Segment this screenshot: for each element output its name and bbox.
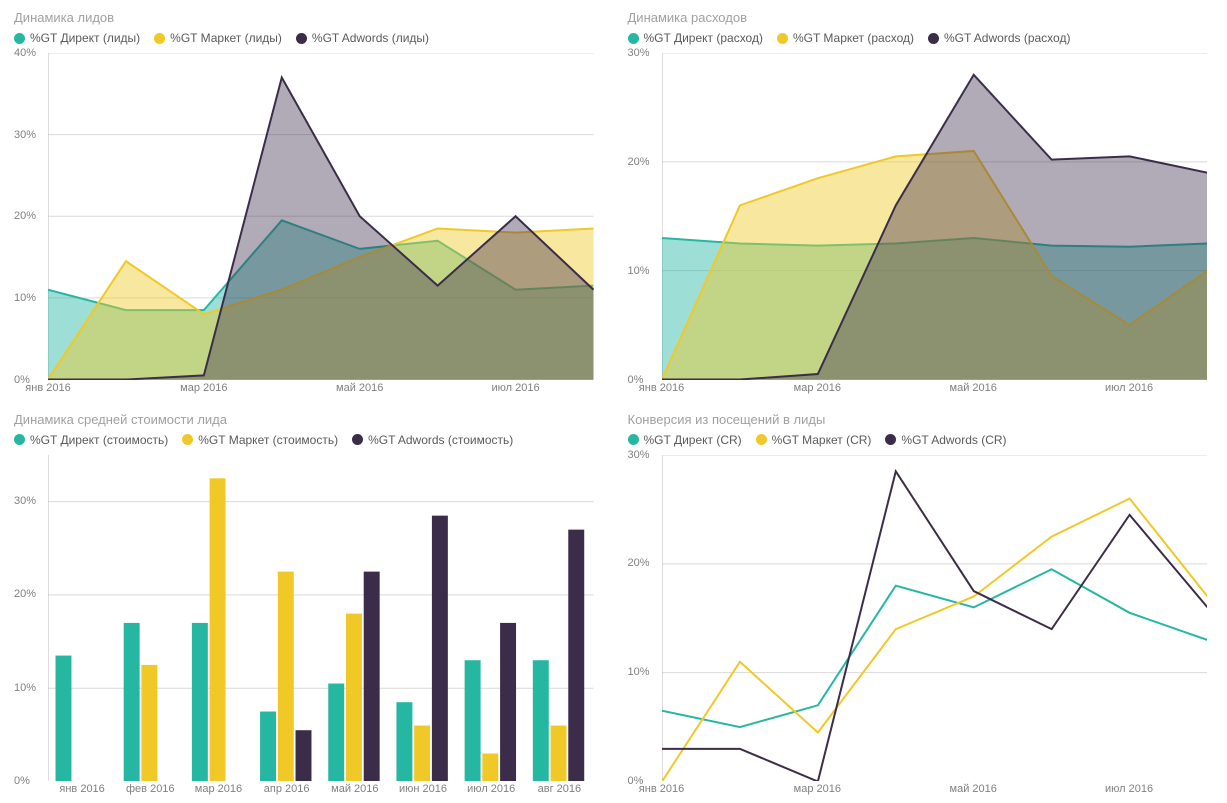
panel-spend: Динамика расходов%GT Директ (расход)%GT … xyxy=(614,0,1227,402)
y-tick-label: 20% xyxy=(628,557,650,569)
y-tick-label: 30% xyxy=(628,449,650,461)
y-axis: 0%10%20%30%40% xyxy=(14,53,48,380)
legend-label: %GT Adwords (лиды) xyxy=(312,31,429,45)
dashboard-grid: Динамика лидов %GT Директ (лиды) %GT Марке… xyxy=(0,0,1227,803)
x-tick-label: май 2016 xyxy=(950,382,997,394)
legend-item[interactable]: %GT Директ (расход) xyxy=(628,31,763,45)
legend-item[interactable]: %GT Директ (CR) xyxy=(628,433,742,447)
panel-leads: Динамика лидов %GT Директ (лиды) %GT Марке… xyxy=(0,0,614,402)
y-axis: 0%10%20%30% xyxy=(628,53,662,380)
plot xyxy=(48,53,594,380)
x-tick-label: мар 2016 xyxy=(794,783,841,795)
x-axis: янв 2016мар 2016май 2016июл 2016 xyxy=(662,380,1208,402)
y-tick-label: 20% xyxy=(14,210,36,222)
chart-legend: %GT Директ (стоимость) %GT Маркет (стоимо… xyxy=(14,433,600,447)
legend-item[interactable]: %GT Adwords (CR) xyxy=(885,433,1006,447)
chart-area: 0%10%20%30%40%янв 2016мар 2016май 2016ию… xyxy=(14,53,600,402)
legend-label: %GT Директ (стоимость) xyxy=(30,433,168,447)
legend-item[interactable]: %GT Adwords (лиды) xyxy=(296,31,429,45)
legend-swatch xyxy=(628,33,639,44)
y-tick-label: 10% xyxy=(628,265,650,277)
x-axis: янв 2016мар 2016май 2016июл 2016 xyxy=(662,781,1208,803)
legend-item[interactable]: %GT Директ (стоимость) xyxy=(14,433,168,447)
plot xyxy=(662,455,1208,782)
y-tick-label: 20% xyxy=(14,588,36,600)
chart-title: Динамика расходов xyxy=(628,10,1214,25)
legend-label: %GT Adwords (стоимость) xyxy=(368,433,513,447)
legend-swatch xyxy=(296,33,307,44)
chart-area: 0%10%20%30%янв 2016мар 2016май 2016июл 2… xyxy=(628,455,1214,803)
legend-swatch xyxy=(885,434,896,445)
legend-label: %GT Директ (CR) xyxy=(644,433,742,447)
x-tick-label: мар 2016 xyxy=(794,382,841,394)
y-tick-label: 10% xyxy=(628,666,650,678)
x-tick-label: мар 2016 xyxy=(180,382,227,394)
legend-item[interactable]: %GT Adwords (стоимость) xyxy=(352,433,513,447)
legend-label: %GT Adwords (расход) xyxy=(944,31,1070,45)
legend-label: %GT Директ (расход) xyxy=(644,31,763,45)
x-axis: янв 2016мар 2016май 2016июл 2016 xyxy=(48,380,594,402)
y-axis: 0%10%20%30% xyxy=(14,455,48,782)
x-tick-label: июн 2016 xyxy=(399,783,447,795)
legend-item[interactable]: %GT Директ (лиды) xyxy=(14,31,140,45)
panel-cr: Конверсия из посещений в лиды %GT Директ … xyxy=(614,402,1227,803)
legend-label: %GT Adwords (CR) xyxy=(901,433,1006,447)
x-tick-label: май 2016 xyxy=(950,783,997,795)
chart-legend: %GT Директ (CR) %GT Маркет (CR) %GT Adword… xyxy=(628,433,1214,447)
chart-legend: %GT Директ (расход) %GT Маркет (расход) %G… xyxy=(628,31,1214,45)
panel-cost: Динамика средней стоимости лида %GT Дирек… xyxy=(0,402,614,803)
x-tick-label: июл 2016 xyxy=(1105,382,1153,394)
x-tick-label: янв 2016 xyxy=(59,783,104,795)
y-tick-label: 10% xyxy=(14,292,36,304)
x-tick-label: июл 2016 xyxy=(1105,783,1153,795)
y-axis: 0%10%20%30% xyxy=(628,455,662,782)
legend-label: %GT Маркет (стоимость) xyxy=(198,433,338,447)
y-tick-label: 20% xyxy=(628,156,650,168)
legend-swatch xyxy=(628,434,639,445)
legend-label: %GT Маркет (лиды) xyxy=(170,31,282,45)
legend-swatch xyxy=(14,33,25,44)
x-tick-label: июл 2016 xyxy=(492,382,540,394)
y-tick-label: 40% xyxy=(14,47,36,59)
legend-swatch xyxy=(777,33,788,44)
x-tick-label: май 2016 xyxy=(336,382,383,394)
x-tick-label: авг 2016 xyxy=(538,783,582,795)
x-tick-label: янв 2016 xyxy=(25,382,70,394)
legend-item[interactable]: %GT Маркет (стоимость) xyxy=(182,433,338,447)
x-tick-label: апр 2016 xyxy=(264,783,310,795)
legend-label: %GT Директ (лиды) xyxy=(30,31,140,45)
plot xyxy=(48,455,594,782)
chart-title: Динамика лидов xyxy=(14,10,600,25)
legend-swatch xyxy=(14,434,25,445)
y-tick-label: 0% xyxy=(14,775,30,787)
legend-swatch xyxy=(182,434,193,445)
x-axis: янв 2016 фев 2016 мар 2016 апр 2016 май 2016… xyxy=(48,781,594,803)
legend-swatch xyxy=(928,33,939,44)
x-tick-label: мар 2016 xyxy=(195,783,242,795)
x-tick-label: янв 2016 xyxy=(639,382,684,394)
legend-item[interactable]: %GT Маркет (расход) xyxy=(777,31,914,45)
legend-swatch xyxy=(352,434,363,445)
chart-area: 0%10%20%30%янв 2016мар 2016май 2016июл 2… xyxy=(628,53,1214,402)
chart-area: 0% 10% 20% 30% янв 2016 фев 2016 мар 2016 апр 2… xyxy=(14,455,600,803)
x-tick-label: май 2016 xyxy=(331,783,378,795)
y-tick-label: 30% xyxy=(14,495,36,507)
y-tick-label: 30% xyxy=(628,47,650,59)
y-tick-label: 30% xyxy=(14,129,36,141)
legend-item[interactable]: %GT Adwords (расход) xyxy=(928,31,1070,45)
x-tick-label: янв 2016 xyxy=(639,783,684,795)
legend-swatch xyxy=(154,33,165,44)
x-tick-label: июл 2016 xyxy=(467,783,515,795)
legend-item[interactable]: %GT Маркет (лиды) xyxy=(154,31,282,45)
y-tick-label: 10% xyxy=(14,682,36,694)
x-tick-label: фев 2016 xyxy=(126,783,175,795)
legend-label: %GT Маркет (расход) xyxy=(793,31,914,45)
legend-label: %GT Маркет (CR) xyxy=(772,433,872,447)
chart-title: Конверсия из посещений в лиды xyxy=(628,412,1214,427)
legend-item[interactable]: %GT Маркет (CR) xyxy=(756,433,872,447)
plot xyxy=(662,53,1208,380)
legend-swatch xyxy=(756,434,767,445)
chart-title: Динамика средней стоимости лида xyxy=(14,412,600,427)
chart-legend: %GT Директ (лиды) %GT Маркет (лиды) %GT Ad… xyxy=(14,31,600,45)
